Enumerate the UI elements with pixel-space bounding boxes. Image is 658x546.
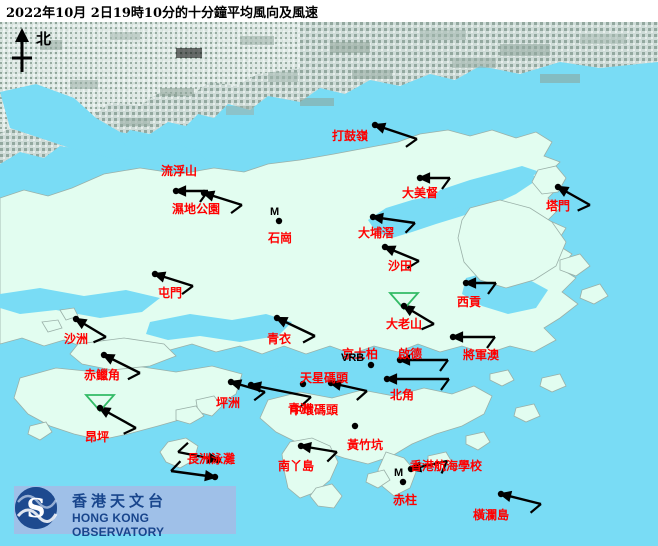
wind-barb: [152, 271, 194, 295]
station-marker[interactable]: [369, 213, 377, 221]
station-marker[interactable]: [151, 270, 159, 278]
station-marker[interactable]: [416, 174, 424, 182]
station-markers-layer: [72, 121, 562, 498]
station-marker[interactable]: [200, 189, 208, 197]
hko-logo: S 香港天文台 HONG KONG OBSERVATORY: [14, 486, 236, 539]
station-marker[interactable]: [214, 456, 222, 464]
station-label: 京士柏: [342, 347, 379, 361]
svg-text:S: S: [27, 494, 46, 524]
station-marker[interactable]: [96, 404, 104, 412]
hko-logo-zh: 香港天文台: [72, 492, 168, 510]
station-label: 坪洲: [216, 396, 241, 410]
station-label: 沙田: [388, 259, 413, 273]
wind-barb: [397, 354, 449, 372]
station-marker[interactable]: [275, 217, 283, 225]
station-marker[interactable]: [351, 422, 359, 430]
station-label: 南丫島: [278, 459, 315, 473]
station-marker[interactable]: [396, 356, 404, 364]
map-canvas: 北 打鼓嶺流浮山濕地公園石崗 M 塔門 大美督大埔滘沙田屯門西貢大老山青衣將軍澳 啟德 京…: [0, 22, 658, 546]
station-label: 將軍澳: [463, 348, 500, 362]
station-marker[interactable]: [497, 490, 505, 498]
monsoon-marker-label: M: [394, 467, 404, 479]
monsoon-marker-label: M: [270, 206, 280, 218]
sai-kung-coast: [457, 165, 567, 289]
wind-barb: [384, 373, 450, 391]
station-marker[interactable]: [297, 442, 305, 450]
wind-barb: [382, 245, 420, 270]
wind-barb: [97, 406, 137, 435]
station-label: 塔門: [546, 199, 571, 213]
station-marker[interactable]: [400, 302, 408, 310]
station-label: 橫瀾島: [473, 508, 510, 522]
station-marker[interactable]: [273, 314, 281, 322]
station-marker[interactable]: [399, 478, 407, 486]
station-label: 流浮山: [161, 164, 198, 178]
station-marker[interactable]: [100, 351, 108, 359]
station-marker[interactable]: [407, 465, 415, 473]
station-label: 石崗: [268, 231, 293, 245]
wind-barb: [298, 442, 338, 463]
page-title: 2022年10月 2日19時10分的十分鐘平均風向及風速: [6, 6, 319, 21]
station-label: 青洲: [288, 402, 313, 416]
station-label: 濕地公園: [172, 202, 221, 216]
station-label: 香港航海學校: [410, 459, 483, 473]
station-label: 天星碼頭: [300, 371, 349, 385]
station-marker[interactable]: [462, 279, 470, 287]
station-label: 沙洲: [64, 332, 89, 346]
lamma-island: [281, 437, 343, 509]
variable-wind-label: VRB: [341, 352, 365, 364]
title-bar: 2022年10月 2日19時10分的十分鐘平均風向及風速: [0, 0, 658, 22]
station-marker[interactable]: [383, 375, 391, 383]
station-label: 大美督: [402, 186, 439, 200]
station-label: 啟德: [398, 347, 423, 361]
wind-barb: [372, 122, 418, 148]
hko-emblem-icon: S: [15, 487, 58, 529]
station-label: 西貢: [457, 295, 482, 309]
station-label: 北角: [390, 388, 415, 402]
wind-barb: [417, 172, 451, 190]
station-marker[interactable]: [367, 361, 375, 369]
map-graphics: [0, 22, 658, 546]
station-label: 昂坪: [85, 430, 110, 444]
north-arrow-icon: 北: [6, 26, 66, 76]
station-marker[interactable]: [554, 183, 562, 191]
station-marker[interactable]: [211, 473, 219, 481]
north-label: 北: [36, 30, 52, 48]
station-marker[interactable]: [327, 379, 335, 387]
station-marker[interactable]: [449, 333, 457, 341]
station-label: 中環碼頭: [290, 403, 339, 417]
small-islands: [27, 253, 609, 489]
station-label: 大埔滘: [358, 226, 395, 240]
station-label: 打鼓嶺: [332, 129, 369, 143]
station-marker[interactable]: [381, 243, 389, 251]
hko-logo-en: HONG KONG OBSERVATORY: [72, 511, 165, 539]
wind-barb: [370, 212, 416, 234]
wind-barb: [463, 277, 497, 295]
station-label: 赤鱲角: [84, 368, 121, 382]
wind-barb: [450, 331, 496, 349]
station-marker[interactable]: [72, 315, 80, 323]
wind-barb: [73, 317, 107, 344]
station-label: 黃竹坑: [347, 438, 384, 452]
station-marker[interactable]: [247, 381, 255, 389]
strong-wind-triangle-icon: [84, 394, 116, 413]
station-label: 長洲泳灘: [187, 452, 236, 466]
station-marker[interactable]: [299, 380, 307, 388]
mainland-landmass: [0, 22, 658, 168]
wind-barbs-layer: [73, 122, 591, 514]
station-marker[interactable]: [227, 378, 235, 386]
station-label: 赤柱: [393, 493, 418, 507]
strong-wind-triangle-icon: [388, 292, 420, 311]
station-label: 大老山: [386, 317, 423, 331]
station-label: 屯門: [158, 286, 183, 300]
station-label: 青衣: [267, 332, 292, 346]
wind-barb: [170, 460, 218, 482]
station-marker[interactable]: [371, 121, 379, 129]
station-marker[interactable]: [172, 187, 180, 195]
